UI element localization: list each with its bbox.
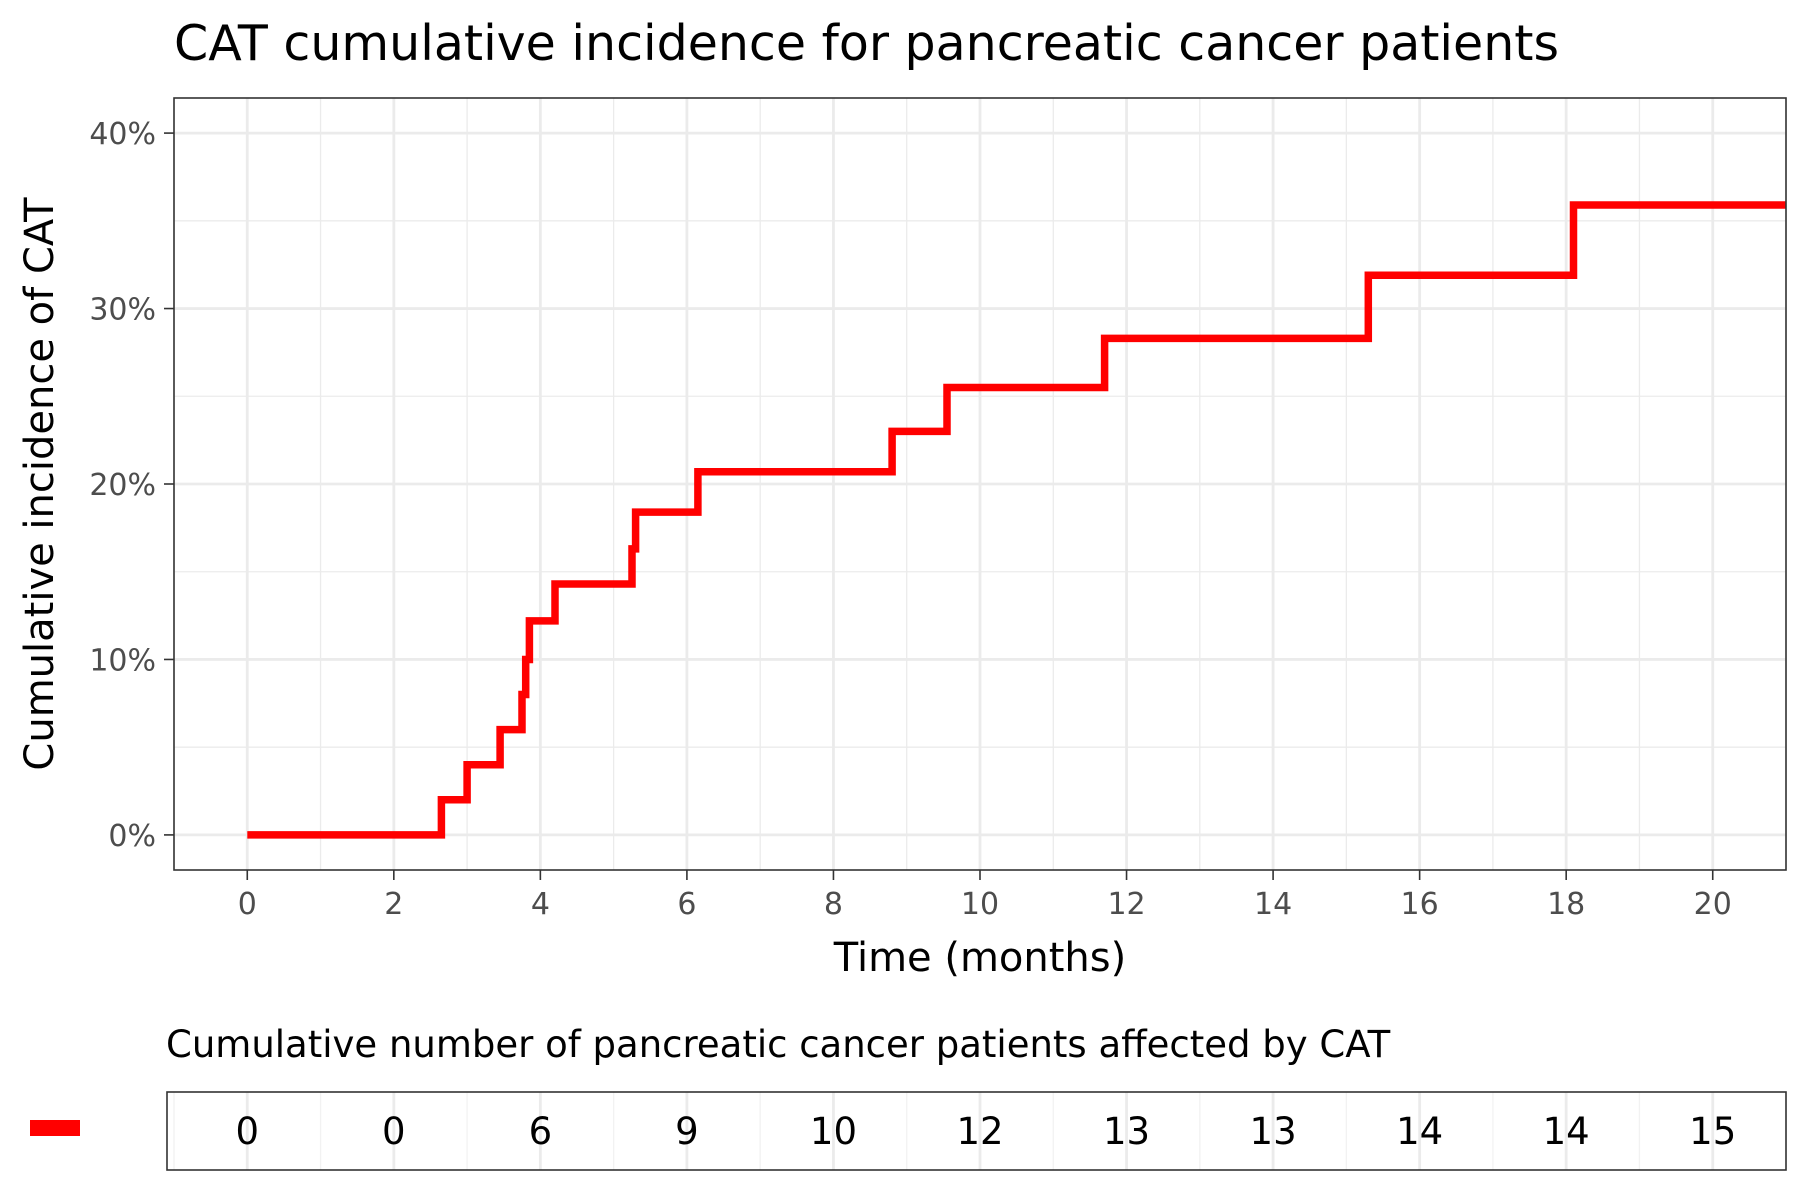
y-tick-label: 40% [89, 117, 156, 152]
risk-table-gridlines [173, 1092, 1787, 1170]
y-tick-label: 20% [89, 468, 156, 503]
major-gridlines [174, 98, 1786, 870]
x-tick-label: 4 [531, 887, 550, 922]
risk-table-value: 15 [1689, 1110, 1736, 1153]
risk-table-value: 14 [1543, 1110, 1590, 1153]
risk-table-value: 6 [529, 1110, 553, 1153]
cumulative-incidence-step-line [247, 201, 1786, 839]
x-axis: 0 2 4 6 8 10 12 14 16 18 20 [238, 870, 1732, 922]
x-tick-label: 6 [677, 887, 696, 922]
y-tick-label: 0% [108, 819, 156, 854]
risk-table-value: 0 [382, 1110, 406, 1153]
y-axis: 0% 10% 20% 30% 40% [89, 117, 174, 854]
plot-panel [173, 97, 1787, 871]
risk-table-value: 14 [1396, 1110, 1443, 1153]
risk-table-legend-swatch [30, 1120, 80, 1136]
risk-table-value: 13 [1250, 1110, 1297, 1153]
risk-table-values: 0 0 6 9 10 12 13 13 14 14 15 [235, 1110, 1736, 1153]
x-tick-label: 2 [384, 887, 403, 922]
risk-table-border [166, 1091, 1787, 1171]
x-tick-label: 10 [961, 887, 999, 922]
x-tick-label: 12 [1107, 887, 1145, 922]
chart-title: CAT cumulative incidence for pancreatic … [174, 15, 1559, 72]
x-tick-label: 0 [238, 887, 257, 922]
risk-table-value: 13 [1103, 1110, 1150, 1153]
x-tick-label: 16 [1401, 887, 1439, 922]
risk-table-value: 0 [235, 1110, 259, 1153]
risk-table-value: 10 [810, 1110, 857, 1153]
risk-table-value: 12 [956, 1110, 1003, 1153]
risk-table-title: Cumulative number of pancreatic cancer p… [166, 1023, 1391, 1066]
x-tick-label: 18 [1547, 887, 1585, 922]
risk-table-background [167, 1092, 1786, 1170]
y-tick-label: 10% [89, 643, 156, 678]
x-tick-label: 20 [1694, 887, 1732, 922]
x-tick-label: 8 [824, 887, 843, 922]
y-axis-title: Cumulative incidence of CAT [17, 197, 63, 771]
risk-table: 0 0 6 9 10 12 13 13 14 14 15 [166, 1091, 1787, 1171]
risk-table-value: 9 [675, 1110, 699, 1153]
y-tick-label: 30% [89, 293, 156, 328]
series-layer [247, 201, 1786, 839]
x-tick-label: 14 [1254, 887, 1292, 922]
x-axis-title: Time (months) [833, 935, 1126, 981]
